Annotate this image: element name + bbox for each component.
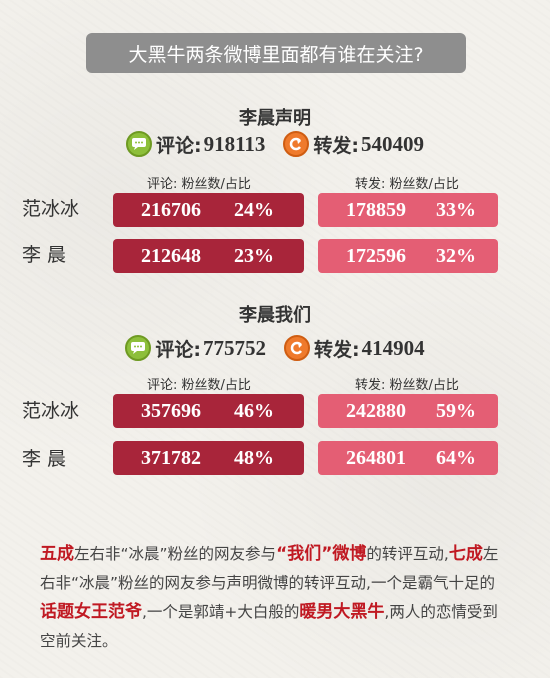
repost-count: 540409 (361, 131, 425, 156)
comment-column-header: 评论: 粉丝数/占比 (147, 378, 251, 393)
comment-label: 评论: (155, 338, 201, 361)
comment-label: 评论: (155, 134, 202, 157)
fans-value: 242880 (346, 399, 406, 422)
body-text: ,两人的恋情受到空前关注。 (40, 603, 498, 650)
row-label: 范冰冰 (22, 198, 80, 220)
comment-count: 775752 (203, 335, 266, 360)
fans-value: 371782 (141, 446, 201, 469)
fans-percent: 33% (436, 198, 476, 221)
repost-column-header: 转发: 粉丝数/占比 (355, 177, 459, 192)
row-label: 范冰冰 (22, 400, 80, 422)
summary-paragraph: 五成左右非“冰晨”粉丝的网友参与“我们”微博的转评互动,七成左右非“冰晨”粉丝的… (40, 540, 510, 656)
fans-percent: 24% (234, 198, 274, 221)
repost-arrow-icon (283, 131, 310, 157)
fans-percent: 46% (234, 399, 274, 422)
fans-percent: 23% (234, 244, 274, 267)
comment-stat: 评论: 775752 (125, 335, 266, 362)
fans-value: 264801 (346, 446, 406, 469)
comment-fans-cell: 371782 48% (113, 441, 304, 475)
row-label: 李 晨 (22, 448, 67, 470)
comment-bubble-icon (125, 335, 152, 361)
body-text: ,一个是郭靖+大白般的 (142, 603, 300, 621)
stats-line: 评论: 775752 转发: 414904 (0, 334, 550, 362)
repost-fans-cell: 178859 33% (318, 193, 498, 227)
fans-percent: 59% (436, 399, 476, 422)
fans-percent: 32% (436, 244, 476, 267)
comment-column-header: 评论: 粉丝数/占比 (147, 177, 251, 192)
repost-fans-cell: 264801 64% (318, 441, 498, 475)
repost-arrow-icon (284, 335, 310, 361)
repost-fans-cell: 172596 32% (318, 239, 498, 273)
highlight-text: 话题女王范爷 (40, 602, 142, 622)
fans-value: 216706 (141, 198, 201, 221)
repost-count: 414904 (361, 335, 425, 360)
highlight-text: “我们”微博 (276, 544, 367, 564)
highlight-text: 七成 (448, 544, 483, 564)
fans-value: 357696 (141, 399, 201, 422)
comment-fans-cell: 216706 24% (113, 193, 304, 227)
banner-title: 大黑牛两条微博里面都有谁在关注? (86, 33, 466, 73)
body-text: 左右非“冰晨”粉丝的网友参与 (74, 545, 277, 563)
fans-percent: 64% (436, 446, 476, 469)
comment-stat: 评论: 918113 (125, 131, 266, 158)
comment-bubble-icon (125, 131, 152, 157)
comment-count: 918113 (203, 131, 266, 156)
row-label: 李 晨 (22, 244, 67, 266)
section-title: 李晨我们 (239, 305, 311, 326)
body-text: 左右非“冰晨”粉丝的网友参与声明微博的转评互动,一个是霸气十足的 (40, 545, 499, 592)
highlight-text: 暖男大黑牛 (299, 602, 385, 622)
repost-label: 转发: (314, 338, 360, 361)
repost-stat: 转发: 540409 (283, 131, 424, 158)
comment-fans-cell: 357696 46% (113, 394, 304, 428)
comment-fans-cell: 212648 23% (113, 239, 304, 273)
fans-value: 178859 (346, 198, 406, 221)
highlight-text: 五成 (40, 544, 74, 564)
stats-line: 评论: 918113 转发: 540409 (0, 130, 550, 158)
repost-fans-cell: 242880 59% (318, 394, 498, 428)
repost-label: 转发: (313, 134, 360, 157)
repost-stat: 转发: 414904 (284, 335, 425, 362)
fans-percent: 48% (234, 446, 274, 469)
section-title: 李晨声明 (239, 108, 311, 129)
fans-value: 212648 (141, 244, 201, 267)
repost-column-header: 转发: 粉丝数/占比 (355, 378, 459, 393)
fans-value: 172596 (346, 244, 406, 267)
body-text: 的转评互动, (366, 545, 449, 563)
